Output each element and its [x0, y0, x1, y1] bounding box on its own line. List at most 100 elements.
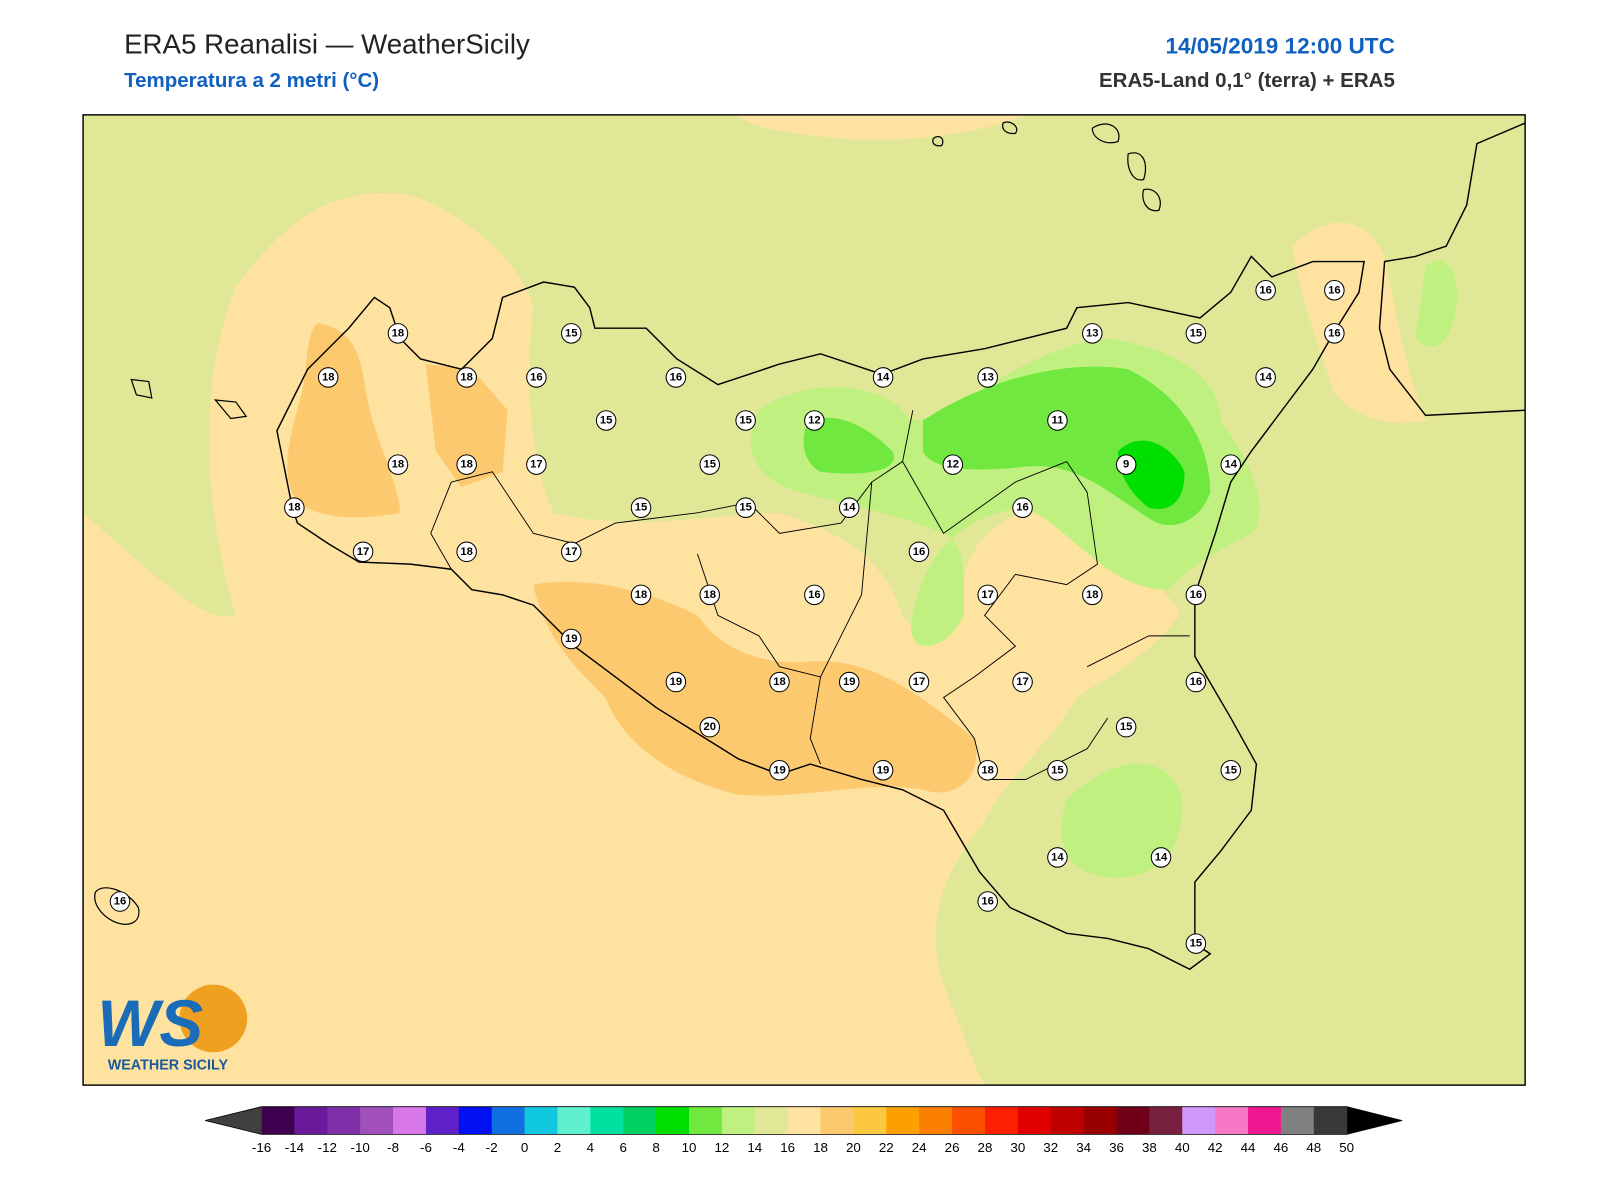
field-10-12: [803, 417, 894, 474]
station-marker: [352, 541, 374, 563]
colorbar-segment: [1215, 1106, 1249, 1135]
station-value: 18: [773, 676, 786, 688]
colorbar-tick-label: 0: [521, 1140, 528, 1155]
station-value: 18: [981, 764, 994, 776]
station-marker: [769, 759, 790, 781]
station-marker: [1220, 759, 1242, 781]
station-value: 17: [357, 546, 370, 558]
station-marker: [699, 454, 720, 475]
station-marker: [526, 454, 547, 475]
colorbar-tick-label: -2: [486, 1140, 498, 1155]
subtitle: Temperatura a 2 metri (°C): [124, 69, 379, 92]
station-marker: [804, 584, 825, 606]
colorbar-tick-label: 34: [1076, 1140, 1091, 1155]
station-marker: [1185, 933, 1207, 954]
station-value: 14: [1051, 851, 1064, 863]
station-marker: [1115, 716, 1137, 738]
station-marker: [387, 323, 409, 344]
station-value: 13: [1086, 327, 1099, 339]
colorbar-segment: [557, 1106, 591, 1135]
station-value: 17: [981, 589, 994, 601]
station-marker: [387, 454, 409, 475]
station: 16: [1185, 671, 1207, 693]
colorbar-segment: [1083, 1106, 1118, 1135]
station: 17: [561, 541, 582, 563]
station: 16: [109, 891, 131, 912]
station: 12: [804, 410, 825, 431]
station: 18: [977, 759, 998, 781]
colorbar-segment: [1182, 1106, 1216, 1135]
station-marker: [804, 410, 825, 431]
calabria-coastline: [1378, 122, 1526, 417]
station: 16: [804, 584, 825, 606]
station-value: 15: [635, 502, 648, 514]
colorbar-segment: [656, 1106, 690, 1135]
station-marker: [769, 671, 790, 693]
colorbar-tick-label: -6: [420, 1140, 432, 1155]
station-value: 16: [1328, 327, 1341, 339]
station-value: 14: [1225, 459, 1238, 471]
colorbar-tick-label: 30: [1010, 1140, 1025, 1155]
station: 15: [735, 410, 756, 431]
logo: WS WEATHER SICILY: [97, 984, 248, 1074]
station-value: 14: [1155, 851, 1168, 863]
field-12-14: [1415, 260, 1458, 347]
station: 14: [1047, 847, 1068, 868]
colorbar-tick-label: -12: [318, 1140, 337, 1155]
station-marker: [284, 497, 305, 518]
station-value: 17: [565, 546, 578, 558]
station: 19: [872, 759, 894, 781]
colorbar-tick-label: 32: [1043, 1140, 1058, 1155]
colorbar-segment: [1248, 1106, 1282, 1135]
station-value: 16: [913, 546, 926, 558]
station-value: 16: [1259, 284, 1272, 296]
station-marker: [109, 891, 131, 912]
station-value: 18: [322, 371, 335, 383]
colorbar-tick-label: 20: [846, 1140, 861, 1155]
station-marker: [699, 584, 720, 606]
station-value: 15: [1120, 721, 1133, 733]
station: 14: [872, 367, 894, 388]
colorbar-segment: [458, 1106, 493, 1135]
station-value: 18: [460, 459, 473, 471]
colorbar-segment: [1050, 1106, 1085, 1135]
station-value: 14: [843, 502, 856, 514]
field-18-20: [533, 581, 977, 796]
colorbar-segment: [1116, 1106, 1150, 1135]
station-marker: [735, 410, 756, 431]
colorbar-segment: [853, 1106, 887, 1135]
field-8-10: [1117, 440, 1185, 509]
station-marker: [838, 497, 860, 518]
station: 18: [456, 367, 477, 388]
station-marker: [1185, 323, 1207, 344]
station-value: 11: [1051, 415, 1063, 427]
station: 12: [942, 454, 964, 475]
station-marker: [1012, 671, 1033, 693]
logo-text: WEATHER SICILY: [108, 1058, 229, 1074]
colorbar-segment: [787, 1106, 822, 1135]
station-marker: [1324, 323, 1345, 344]
station: 13: [1082, 323, 1103, 344]
station-value: 12: [808, 415, 821, 427]
colorbar-tick-label: -10: [351, 1140, 370, 1155]
station-value: 16: [670, 371, 683, 383]
station-value: 19: [565, 633, 578, 645]
colorbar-segment: [623, 1106, 657, 1135]
station-marker: [456, 454, 477, 475]
colorbar-segment: [590, 1106, 624, 1135]
station-value: 17: [913, 676, 926, 688]
colorbar-segment: [1313, 1106, 1348, 1135]
station: 16: [526, 367, 547, 388]
station: 15: [561, 323, 582, 344]
colorbar-segment: [261, 1106, 295, 1135]
station-marker: [1255, 367, 1276, 388]
station-value: 16: [808, 589, 821, 601]
colorbar-outline: [205, 1106, 1403, 1135]
station-value: 18: [635, 589, 648, 601]
colorbar-tick-label: 42: [1208, 1140, 1223, 1155]
station: 17: [526, 454, 547, 475]
colorbar-segment: [984, 1106, 1019, 1135]
colorbar-tick-label: 16: [780, 1140, 795, 1155]
station: 18: [456, 541, 477, 563]
station: 14: [1220, 454, 1242, 475]
